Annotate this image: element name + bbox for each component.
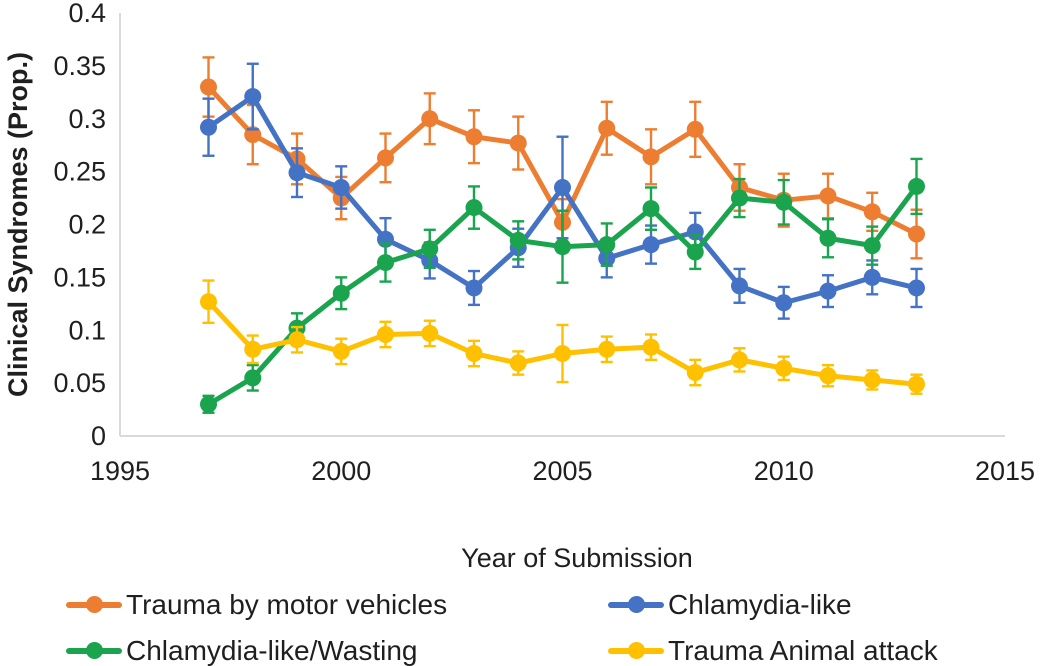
data-point xyxy=(731,189,748,207)
data-point xyxy=(421,324,439,342)
data-point xyxy=(775,193,793,211)
data-point xyxy=(686,243,704,261)
data-point xyxy=(642,338,660,356)
data-point xyxy=(377,325,394,343)
legend-marker-chlamydia-like-wasting-icon xyxy=(66,642,122,660)
data-point xyxy=(332,178,350,196)
line-chart-svg: 0 0.05 0.1 0.15 0.2 0.25 0.3 0.35 0.4 1995 2000 200… xyxy=(3,0,1035,486)
legend-item-trauma-motor-vehicles: Trauma by motor vehicles xyxy=(66,589,448,620)
data-point xyxy=(908,225,925,243)
data-point xyxy=(465,279,483,297)
data-point xyxy=(421,110,439,128)
y-tick-label: 0.15 xyxy=(53,262,106,292)
data-point xyxy=(244,369,262,387)
data-point xyxy=(686,364,704,382)
data-point xyxy=(863,237,881,255)
x-axis-title: Year of Submission xyxy=(461,543,693,573)
legend-item-chlamydia-like-wasting: Chlamydia-like/Wasting xyxy=(66,635,418,666)
data-point xyxy=(554,238,571,256)
data-point xyxy=(731,277,748,295)
x-tick-label: 2015 xyxy=(975,456,1035,486)
data-point xyxy=(686,120,704,138)
legend-item-chlamydia-like: Chlamydia-like xyxy=(608,589,852,620)
data-point xyxy=(819,187,837,205)
data-point xyxy=(200,118,217,136)
data-point xyxy=(819,282,837,300)
data-point xyxy=(200,293,217,311)
legend-marker-chlamydia-like-icon xyxy=(608,596,664,614)
data-point xyxy=(377,254,394,272)
data-point xyxy=(200,395,217,413)
data-point xyxy=(244,88,262,106)
data-point xyxy=(775,359,793,377)
data-point xyxy=(908,279,925,297)
series-2 xyxy=(200,157,925,414)
y-tick-label: 0.35 xyxy=(53,51,106,81)
data-point xyxy=(642,148,660,166)
data-point xyxy=(288,164,306,182)
data-point xyxy=(244,340,262,358)
data-point xyxy=(288,331,306,349)
legend-marker-trauma-animal-attack-icon xyxy=(608,642,664,660)
data-point xyxy=(863,371,881,389)
data-point xyxy=(731,351,748,369)
series-3 xyxy=(200,279,925,395)
data-point xyxy=(908,375,925,393)
data-point xyxy=(465,345,483,363)
data-point xyxy=(554,178,571,196)
data-point xyxy=(908,177,925,195)
data-point xyxy=(421,240,439,258)
data-point xyxy=(509,354,527,372)
legend-label-trauma-motor-vehicles: Trauma by motor vehicles xyxy=(126,589,448,620)
legend-marker-trauma-motor-vehicles-icon xyxy=(66,596,122,614)
legend-label-chlamydia-like-wasting: Chlamydia-like/Wasting xyxy=(126,635,418,666)
data-point xyxy=(598,119,616,137)
data-point xyxy=(332,284,350,302)
data-point xyxy=(332,342,350,360)
x-tick-label: 1995 xyxy=(90,456,150,486)
y-tick-label: 0 xyxy=(91,421,106,451)
legend-label-trauma-animal-attack: Trauma Animal attack xyxy=(668,635,938,666)
data-point xyxy=(598,340,616,358)
x-tick-label: 2000 xyxy=(311,456,371,486)
data-point xyxy=(465,199,483,217)
data-point xyxy=(509,231,527,249)
data-point xyxy=(554,345,571,363)
legend-label-chlamydia-like: Chlamydia-like xyxy=(668,589,852,620)
data-point xyxy=(642,236,660,254)
x-tick-label: 2005 xyxy=(532,456,592,486)
data-point xyxy=(598,236,616,254)
data-point xyxy=(642,200,660,218)
data-point xyxy=(775,294,793,312)
data-point xyxy=(819,229,837,247)
x-tick-label: 2010 xyxy=(754,456,814,486)
data-point xyxy=(200,78,217,96)
data-point xyxy=(819,367,837,385)
y-axis-title: Clinical Syndromes (Prop.) xyxy=(3,52,33,397)
y-tick-label: 0.1 xyxy=(68,315,106,345)
data-point xyxy=(863,268,881,286)
y-tick-label: 0.4 xyxy=(68,0,106,28)
data-point xyxy=(863,203,881,221)
y-tick-label: 0.3 xyxy=(68,104,106,134)
y-tick-label: 0.25 xyxy=(53,157,106,187)
legend-item-trauma-animal-attack: Trauma Animal attack xyxy=(608,635,938,666)
y-tick-label: 0.05 xyxy=(53,368,106,398)
data-point xyxy=(465,128,483,146)
y-tick-label: 0.2 xyxy=(68,210,106,240)
data-point xyxy=(509,134,527,152)
data-point xyxy=(377,149,394,167)
